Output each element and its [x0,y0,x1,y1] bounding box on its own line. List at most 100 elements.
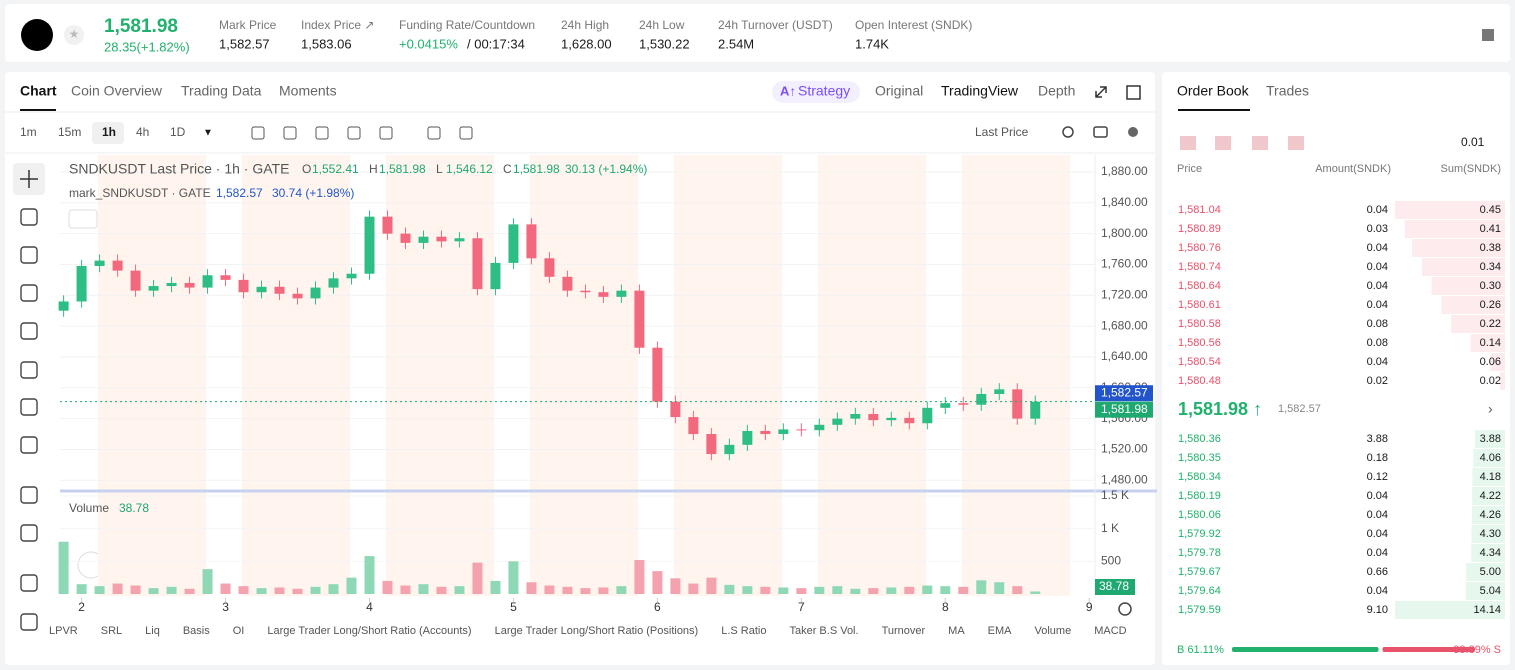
toolbar-icon[interactable] [459,126,473,140]
ob-chevron[interactable]: › [1488,401,1493,417]
collapse-button[interactable] [68,209,98,229]
strategy-pill[interactable] [772,81,860,103]
indicator[interactable]: MACD [1094,625,1126,637]
view-tab[interactable]: Depth [1038,83,1075,99]
ob-view-icon[interactable] [1252,136,1268,150]
indicator[interactable]: Taker B.S Vol. [789,625,858,637]
view-tab[interactable]: Strategy [798,83,850,99]
volume-title: Volume [69,501,109,515]
dropdown-icon[interactable]: ▼ [203,128,213,139]
session-band [98,155,206,596]
ob-view-icon[interactable] [1288,136,1304,150]
chart-change: 30.13 (+1.94%) [565,162,647,176]
favorite-button[interactable] [64,25,84,45]
drawing-tool[interactable] [20,436,38,454]
ob-sum: 4.22 [1480,490,1501,502]
candle-body [634,290,645,348]
ob-tab[interactable]: Order Book [1177,83,1250,99]
settings-icon[interactable] [1482,29,1494,41]
drawing-tool[interactable] [20,246,38,264]
search-icon[interactable] [1062,126,1074,138]
tab[interactable]: Chart [20,83,57,99]
indicator[interactable]: Volume [1035,625,1072,637]
x-tick-label: 4 [366,600,373,614]
drawing-tool[interactable] [20,208,38,226]
tab[interactable]: Moments [279,83,337,99]
sell-ratio-label: 38.89% S [1453,644,1501,656]
ob-view-icon[interactable] [1215,136,1231,150]
gear-icon[interactable] [1128,127,1138,137]
indicator[interactable]: Basis [183,625,210,637]
ob-amount: 0.08 [1367,337,1388,349]
ob-sum: 4.18 [1480,471,1501,483]
volume-bar [508,561,519,594]
indicator[interactable]: Large Trader Long/Short Ratio (Positions… [495,625,699,637]
stat-value: 1,530.22 [639,36,690,51]
toolbar-icon[interactable] [427,126,441,140]
interval[interactable]: 1D [170,125,186,139]
drawing-tool[interactable] [20,574,38,592]
tab[interactable]: Trading Data [181,83,262,99]
camera-icon[interactable] [1093,126,1108,138]
toolbar-icon[interactable] [379,126,393,140]
indicator[interactable]: EMA [988,625,1013,637]
sell-ratio-bar [1382,647,1475,652]
volume-bar [328,584,339,594]
indicator[interactable]: Liq [145,625,160,637]
ob-sum: 14.14 [1473,604,1501,616]
depth-bar [1395,201,1505,219]
view-tab[interactable]: Original [875,83,923,99]
ob-view-icon[interactable] [1180,136,1196,150]
interval[interactable]: 1m [20,125,37,139]
toolbar-icon[interactable] [347,126,361,140]
indicator[interactable]: Large Trader Long/Short Ratio (Accounts) [267,625,471,637]
drawing-tool[interactable] [20,322,38,340]
candle-body [292,293,303,299]
drawing-tool[interactable] [20,524,38,542]
interval[interactable]: 1h [102,125,116,139]
ob-column: Sum(SNDK) [1440,163,1501,175]
expand-icon[interactable] [1095,86,1107,98]
indicator[interactable]: SRL [101,625,122,637]
drawing-tool[interactable] [20,486,38,504]
ob-tab[interactable]: Trades [1266,83,1309,99]
axis-settings[interactable] [1118,602,1132,616]
candle-body [328,278,339,288]
candle-body [742,430,753,445]
layout-icon[interactable] [1126,85,1141,100]
price-badge [1095,401,1153,418]
tab[interactable]: Coin Overview [71,83,163,99]
price-type[interactable]: Last Price [975,125,1029,139]
depth-bar [1471,506,1505,524]
y-tick-label: 1,800.00 [1101,226,1148,240]
volume-bar [436,586,447,594]
stat-value: +0.0415% [399,36,458,51]
x-tick-label: 8 [942,600,949,614]
ob-step[interactable]: 0.01 [1461,135,1485,149]
interval[interactable]: 15m [58,125,81,139]
candle-body [562,276,573,291]
candle-body [922,407,933,424]
drawing-tool[interactable] [20,398,38,416]
indicator[interactable]: MA [948,625,965,637]
indicator[interactable]: OI [233,625,245,637]
toolbar-icon[interactable] [251,126,265,140]
view-tab[interactable]: TradingView [941,83,1019,99]
candle-body [184,282,195,288]
indicator[interactable]: L.S Ratio [721,625,766,637]
ob-sum: 0.26 [1480,299,1501,311]
drawing-tool[interactable] [20,613,38,631]
indicator[interactable]: LPVR [49,625,78,637]
toolbar-icon[interactable] [315,126,329,140]
volume-bar [814,586,825,594]
volume-bar [490,580,501,594]
indicator[interactable]: Turnover [882,625,926,637]
volume-bar [958,586,969,594]
candle-body [760,430,771,435]
toolbar-icon[interactable] [283,126,297,140]
drawing-tool[interactable] [20,361,38,379]
ob-price: 1,580.89 [1178,223,1221,235]
candle-body [508,224,519,263]
drawing-tool[interactable] [20,284,38,302]
interval[interactable]: 4h [136,125,149,139]
